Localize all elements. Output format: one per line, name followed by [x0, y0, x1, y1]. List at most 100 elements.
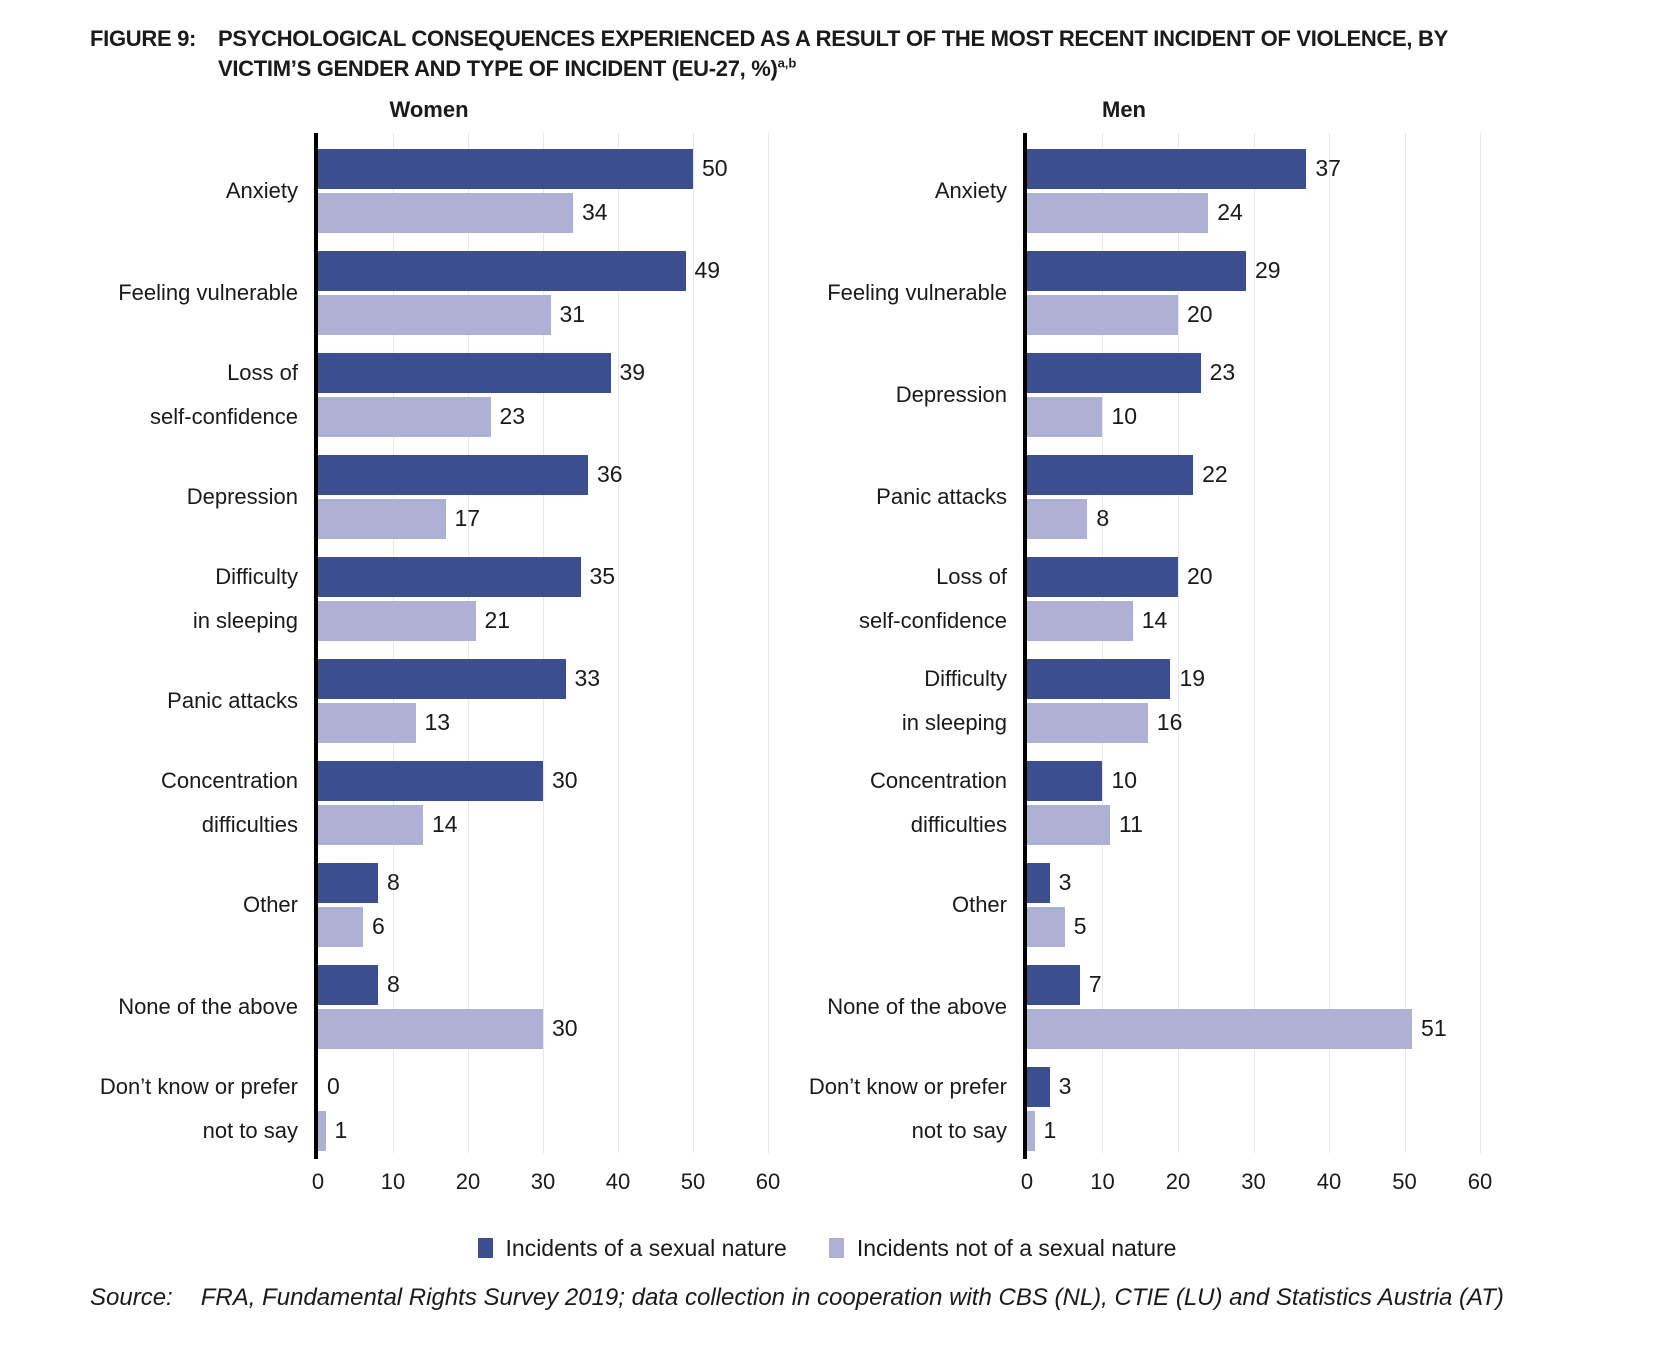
bar-sexual [1027, 1066, 1050, 1107]
category-label: Difficulty in sleeping [901, 665, 1007, 735]
bar-non-sexual [1027, 1008, 1413, 1049]
category-row: Don’t know or prefer not to say 0 1 [90, 1067, 768, 1169]
bar-line: 13 [318, 702, 768, 743]
bar-line: 34 [318, 192, 768, 233]
source-text: FRA, Fundamental Rights Survey 2019; dat… [200, 1283, 1504, 1311]
category-label: Other [951, 891, 1007, 917]
category-row: Loss of self-confidence 39 23 [90, 352, 768, 455]
bar-line: 8 [318, 862, 768, 903]
category-row: Depression 23 10 [768, 352, 1480, 455]
category-row: Difficulty in sleeping 35 21 [90, 556, 768, 659]
bar-pair: 37 24 [1027, 148, 1480, 251]
bar-non-sexual [318, 294, 551, 335]
charts-area: Women Anxiety 50 34 Feeling vulnerable 49 31 L… [90, 97, 1654, 1201]
gridline [1328, 132, 1330, 1153]
bar-non-sexual [1027, 702, 1148, 743]
value-label: 1 [1043, 1117, 1057, 1144]
bar-pair: 8 30 [318, 964, 768, 1067]
bar-sexual [1027, 148, 1307, 189]
bar-line: 23 [1027, 352, 1480, 393]
gridline [467, 132, 469, 1153]
category-label: Depression [895, 381, 1007, 407]
category-label: Feeling vulnerable [118, 279, 298, 305]
figure-title-text: PSYCHOLOGICAL CONSEQUENCES EXPERIENCED A… [218, 24, 1448, 85]
bar-pair: 23 10 [1027, 352, 1480, 455]
bar-line: 19 [1027, 658, 1480, 699]
bar-sexual [1027, 862, 1050, 903]
x-tick-label: 50 [680, 1168, 706, 1194]
bar-line: 39 [318, 352, 768, 393]
bar-sexual [318, 760, 543, 801]
bar-non-sexual [318, 600, 476, 641]
legend-label-non-sexual: Incidents not of a sexual nature [856, 1234, 1177, 1261]
value-label: 8 [387, 971, 400, 998]
value-label: 30 [552, 767, 578, 794]
category-label: Don’t know or prefer not to say [99, 1073, 298, 1143]
category-label: Panic attacks [876, 483, 1007, 509]
bar-sexual [318, 964, 378, 1005]
bar-non-sexual [1027, 396, 1103, 437]
bar-line: 22 [1027, 454, 1480, 495]
x-tick-label: 60 [1467, 1168, 1493, 1194]
value-label: 23 [1209, 359, 1236, 386]
gridline [617, 132, 619, 1153]
bar-line: 1 [1027, 1110, 1480, 1151]
bar-non-sexual [1027, 804, 1111, 845]
bar-pair: 20 14 [1027, 556, 1480, 659]
bar-line: 5 [1027, 906, 1480, 947]
value-label: 37 [1315, 155, 1341, 182]
bar-pair: 30 14 [318, 760, 768, 863]
category-label: Panic attacks [167, 687, 298, 713]
bar-line: 10 [1027, 760, 1480, 801]
source-label: Source: [90, 1283, 173, 1311]
value-label: 39 [619, 359, 646, 386]
gridline [1102, 132, 1104, 1153]
figure-title-line2: VICTIM’S GENDER AND TYPE OF INCIDENT (EU… [218, 54, 1448, 84]
bar-line: 23 [318, 396, 768, 437]
figure-title-line1: PSYCHOLOGICAL CONSEQUENCES EXPERIENCED A… [218, 26, 1448, 51]
bar-line: 0 [318, 1067, 768, 1107]
bar-pair: 39 23 [318, 352, 768, 455]
bar-line: 14 [318, 804, 768, 845]
category-label: Other [242, 891, 298, 917]
value-label: 22 [1202, 461, 1228, 488]
bar-sexual [318, 862, 378, 903]
bar-pair: 22 8 [1027, 454, 1480, 557]
bar-non-sexual [318, 396, 491, 437]
bar-line: 36 [318, 454, 768, 495]
panel-title-women: Women [389, 96, 469, 122]
x-tick-label: 20 [455, 1168, 481, 1194]
category-label: Feeling vulnerable [827, 279, 1007, 305]
bar-line: 14 [1027, 600, 1480, 641]
category-label: Anxiety [934, 177, 1007, 203]
x-tick-label: 20 [1165, 1168, 1191, 1194]
bar-line: 3 [1027, 1066, 1480, 1107]
category-row: Feeling vulnerable 29 20 [768, 250, 1480, 353]
bar-line: 6 [318, 906, 768, 947]
bar-non-sexual [318, 1110, 326, 1151]
bar-rows: Anxiety 37 24 Feeling vulnerable 29 20 Depress… [768, 133, 1480, 1169]
bar-rows: Anxiety 50 34 Feeling vulnerable 49 31 Loss of… [90, 133, 768, 1169]
value-label: 24 [1217, 199, 1243, 226]
bar-pair: 50 34 [318, 148, 768, 251]
gridline [1404, 132, 1406, 1153]
category-label: Anxiety [225, 177, 298, 203]
bar-non-sexual [318, 906, 363, 947]
x-tick-label: 40 [605, 1168, 631, 1194]
value-label: 8 [387, 869, 400, 896]
y-axis-line [314, 132, 318, 1159]
category-label: None of the above [827, 993, 1007, 1019]
category-row: Anxiety 50 34 [90, 148, 768, 251]
value-label: 0 [327, 1073, 340, 1100]
bar-line: 8 [318, 964, 768, 1005]
bar-line: 51 [1027, 1008, 1480, 1049]
category-label: Depression [186, 483, 298, 509]
category-label: Concentration difficulties [870, 767, 1007, 837]
bar-sexual [1027, 556, 1178, 597]
value-label: 36 [597, 461, 623, 488]
value-label: 51 [1421, 1015, 1447, 1042]
bar-non-sexual [1027, 498, 1088, 539]
gridline [1177, 132, 1179, 1153]
